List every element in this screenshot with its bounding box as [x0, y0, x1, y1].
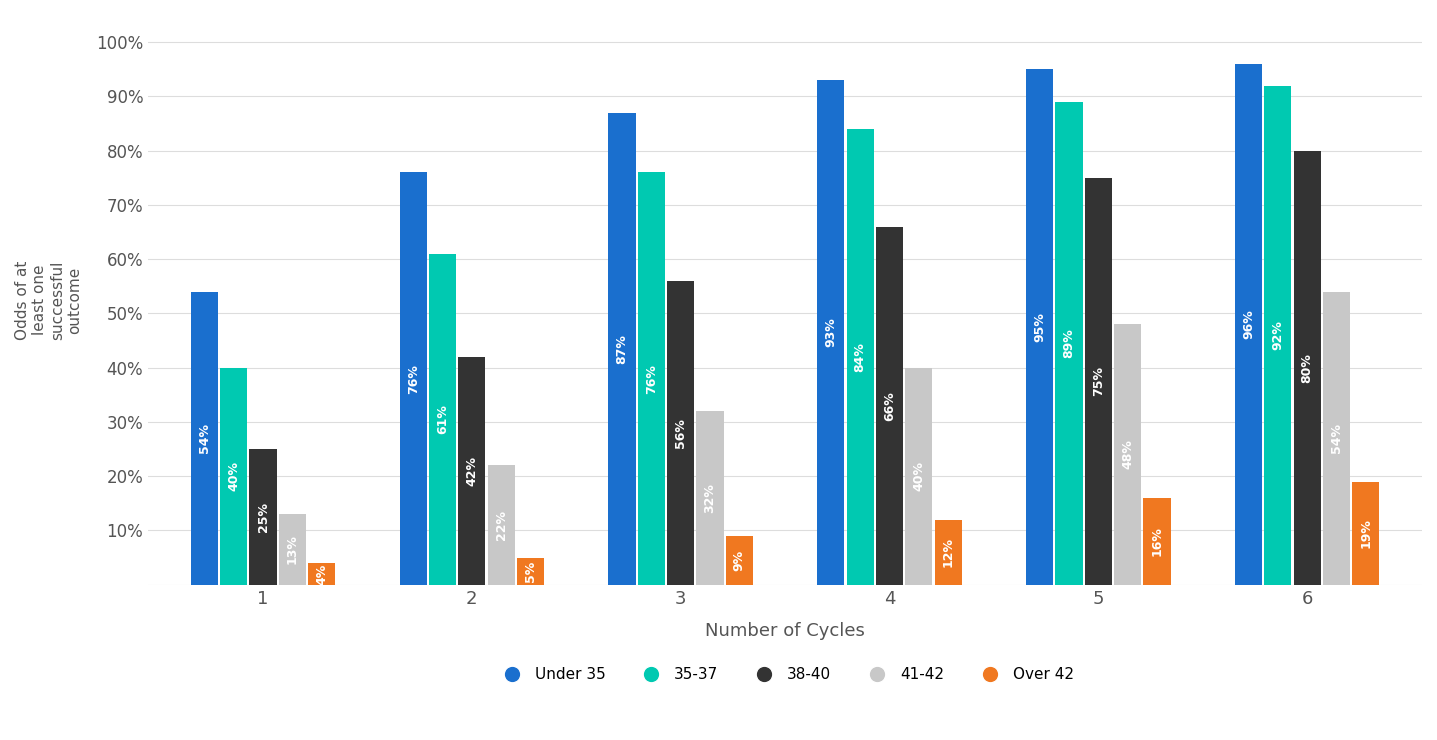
Text: 12%: 12% [941, 537, 954, 567]
Bar [608, 112, 635, 585]
Bar [1055, 102, 1082, 585]
Bar [308, 563, 335, 585]
Text: 42%: 42% [466, 456, 479, 486]
Text: 61%: 61% [435, 404, 448, 434]
Text: 32%: 32% [704, 483, 717, 513]
Bar [934, 519, 961, 585]
Bar [1026, 70, 1053, 585]
Text: 76%: 76% [645, 363, 658, 394]
Text: 40%: 40% [912, 461, 925, 491]
Text: 40%: 40% [227, 461, 240, 491]
Text: 92%: 92% [1272, 320, 1285, 350]
Bar [517, 558, 545, 585]
Bar [726, 536, 753, 585]
Bar [487, 465, 514, 585]
Bar [697, 411, 724, 585]
Text: 87%: 87% [615, 334, 628, 363]
Legend: Under 35, 35-37, 38-40, 41-42, Over 42: Under 35, 35-37, 38-40, 41-42, Over 42 [490, 661, 1079, 688]
Bar [191, 292, 218, 585]
Y-axis label: Odds of at
least one
successful
outcome: Odds of at least one successful outcome [14, 260, 82, 340]
Text: 54%: 54% [1331, 423, 1344, 454]
Text: 66%: 66% [882, 391, 897, 420]
Bar [1144, 498, 1171, 585]
Bar [458, 357, 486, 585]
Text: 25%: 25% [257, 502, 270, 532]
Text: 80%: 80% [1300, 353, 1313, 383]
Bar [905, 368, 933, 585]
Bar [1234, 64, 1262, 585]
Text: 56%: 56% [674, 418, 687, 448]
Bar [220, 368, 247, 585]
Bar [667, 281, 694, 585]
Text: 75%: 75% [1092, 366, 1105, 397]
Bar [430, 254, 456, 585]
Text: 96%: 96% [1242, 309, 1255, 339]
Text: 89%: 89% [1062, 329, 1075, 358]
Text: 16%: 16% [1151, 526, 1164, 556]
Bar [250, 449, 277, 585]
Text: 5%: 5% [525, 561, 537, 582]
Bar [1293, 151, 1321, 585]
Text: 95%: 95% [1033, 312, 1046, 342]
Bar [279, 514, 306, 585]
Text: 9%: 9% [733, 550, 746, 571]
Bar [846, 129, 874, 585]
Text: 48%: 48% [1121, 440, 1134, 469]
Text: 76%: 76% [407, 363, 420, 394]
Text: 22%: 22% [494, 510, 507, 540]
Bar [1323, 292, 1349, 585]
Bar [1352, 482, 1380, 585]
Bar [1265, 86, 1292, 585]
Text: 13%: 13% [286, 534, 299, 565]
Text: 84%: 84% [854, 342, 867, 371]
Text: 19%: 19% [1359, 518, 1372, 548]
Bar [1114, 324, 1141, 585]
Bar [399, 172, 427, 585]
Bar [638, 172, 665, 585]
Text: 4%: 4% [315, 563, 328, 585]
X-axis label: Number of Cycles: Number of Cycles [706, 622, 865, 639]
Bar [1085, 178, 1112, 585]
Text: 54%: 54% [198, 423, 211, 454]
Text: 93%: 93% [825, 317, 838, 347]
Bar [877, 226, 902, 585]
Bar [818, 80, 845, 585]
